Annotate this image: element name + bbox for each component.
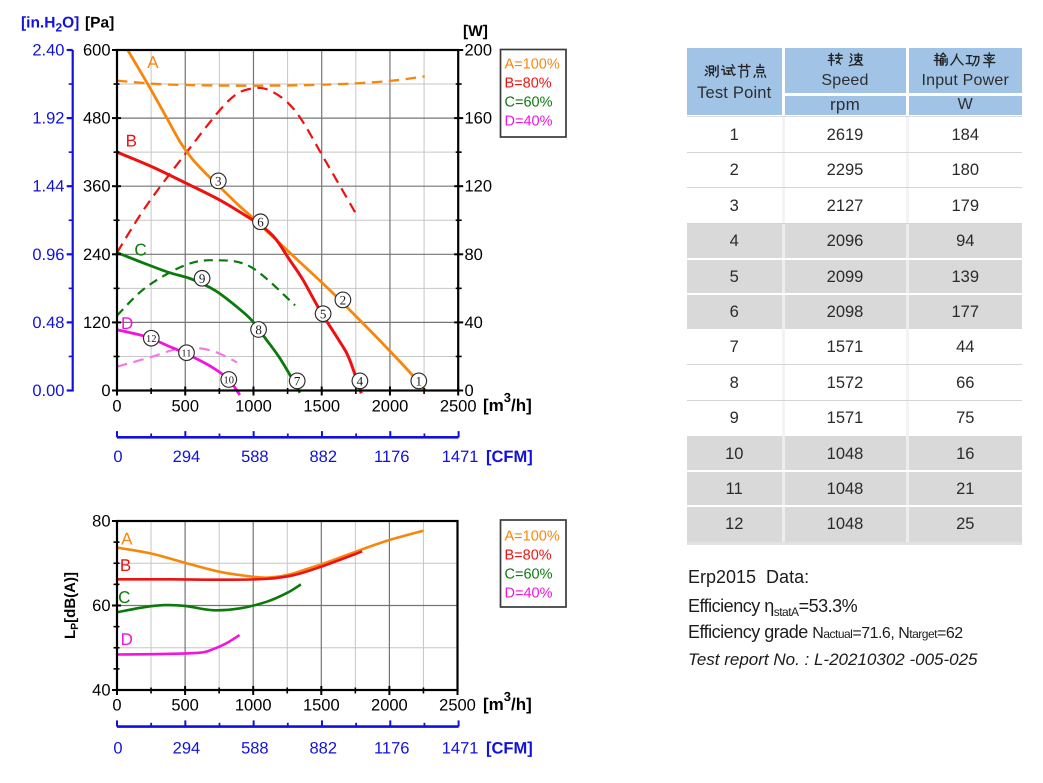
svg-text:1176: 1176	[374, 740, 409, 758]
svg-text:8: 8	[255, 322, 262, 337]
svg-text:2.40: 2.40	[32, 42, 64, 60]
svg-text:D: D	[121, 314, 133, 333]
svg-text:1.44: 1.44	[32, 178, 64, 196]
svg-text:[m3/h]: [m3/h]	[483, 390, 532, 415]
svg-text:0.48: 0.48	[32, 314, 64, 332]
svg-text:D=40%: D=40%	[505, 114, 553, 130]
svg-text:C=60%: C=60%	[505, 95, 553, 111]
svg-text:B: B	[120, 556, 131, 575]
svg-text:2000: 2000	[372, 398, 409, 416]
svg-text:40: 40	[92, 682, 110, 700]
svg-text:A=100%: A=100%	[505, 57, 560, 73]
svg-text:294: 294	[173, 448, 201, 466]
svg-text:588: 588	[241, 448, 269, 466]
svg-text:1471: 1471	[442, 740, 479, 758]
svg-text:1176: 1176	[374, 448, 409, 466]
svg-text:0: 0	[113, 448, 122, 466]
svg-text:A: A	[121, 529, 133, 548]
svg-text:360: 360	[83, 178, 111, 196]
svg-text:9: 9	[199, 271, 206, 286]
svg-text:C: C	[134, 240, 146, 259]
svg-text:882: 882	[309, 448, 337, 466]
svg-text:D: D	[121, 630, 133, 649]
svg-text:0.00: 0.00	[32, 382, 64, 400]
svg-text:80: 80	[465, 246, 483, 264]
svg-text:11: 11	[181, 348, 191, 359]
svg-text:5: 5	[320, 306, 327, 321]
svg-text:D=40%: D=40%	[505, 586, 553, 602]
svg-text:1500: 1500	[303, 697, 340, 715]
svg-text:0: 0	[101, 382, 110, 400]
svg-text:[W]: [W]	[463, 23, 488, 40]
svg-text:6: 6	[257, 214, 264, 229]
svg-text:480: 480	[83, 110, 111, 128]
svg-text:2500: 2500	[439, 697, 476, 715]
svg-text:7: 7	[294, 373, 301, 388]
svg-text:10: 10	[224, 375, 235, 386]
svg-text:[CFM]: [CFM]	[486, 740, 533, 758]
svg-text:588: 588	[241, 740, 269, 758]
svg-text:0: 0	[465, 382, 474, 400]
svg-text:B=80%: B=80%	[505, 548, 552, 564]
svg-text:A=100%: A=100%	[505, 529, 560, 545]
svg-text:60: 60	[92, 597, 110, 615]
svg-text:0.96: 0.96	[32, 246, 64, 264]
svg-text:B=80%: B=80%	[505, 76, 552, 92]
svg-text:C=60%: C=60%	[505, 567, 553, 583]
svg-text:120: 120	[465, 178, 493, 196]
svg-text:LP[dB(A)]: LP[dB(A)]	[62, 572, 81, 639]
svg-text:200: 200	[465, 42, 493, 60]
svg-text:80: 80	[92, 513, 110, 531]
svg-text:[m3/h]: [m3/h]	[483, 689, 532, 714]
svg-text:1500: 1500	[303, 398, 340, 416]
svg-text:12: 12	[146, 334, 157, 345]
svg-text:240: 240	[83, 246, 111, 264]
svg-text:4: 4	[357, 373, 364, 388]
svg-text:0: 0	[112, 398, 121, 416]
svg-text:0: 0	[113, 740, 122, 758]
svg-text:882: 882	[309, 740, 337, 758]
svg-text:294: 294	[173, 740, 201, 758]
svg-text:1.92: 1.92	[32, 110, 64, 128]
svg-text:2: 2	[340, 292, 347, 307]
svg-text:0: 0	[112, 697, 121, 715]
svg-text:500: 500	[171, 697, 199, 715]
svg-text:1000: 1000	[235, 697, 272, 715]
svg-text:1471: 1471	[442, 448, 479, 466]
svg-text:2000: 2000	[371, 697, 408, 715]
svg-text:120: 120	[83, 314, 111, 332]
svg-text:2500: 2500	[440, 398, 477, 416]
svg-text:A: A	[147, 53, 159, 72]
svg-text:[Pa]: [Pa]	[85, 15, 114, 32]
svg-text:[in.H2O]: [in.H2O]	[21, 15, 79, 35]
svg-text:40: 40	[465, 314, 483, 332]
svg-text:B: B	[126, 131, 137, 150]
svg-text:C: C	[118, 588, 130, 607]
svg-text:600: 600	[83, 42, 111, 60]
svg-text:3: 3	[215, 173, 222, 188]
svg-text:[CFM]: [CFM]	[486, 448, 533, 466]
svg-text:160: 160	[465, 110, 493, 128]
svg-text:500: 500	[171, 398, 199, 416]
svg-text:1000: 1000	[235, 398, 272, 416]
svg-text:1: 1	[416, 373, 423, 388]
